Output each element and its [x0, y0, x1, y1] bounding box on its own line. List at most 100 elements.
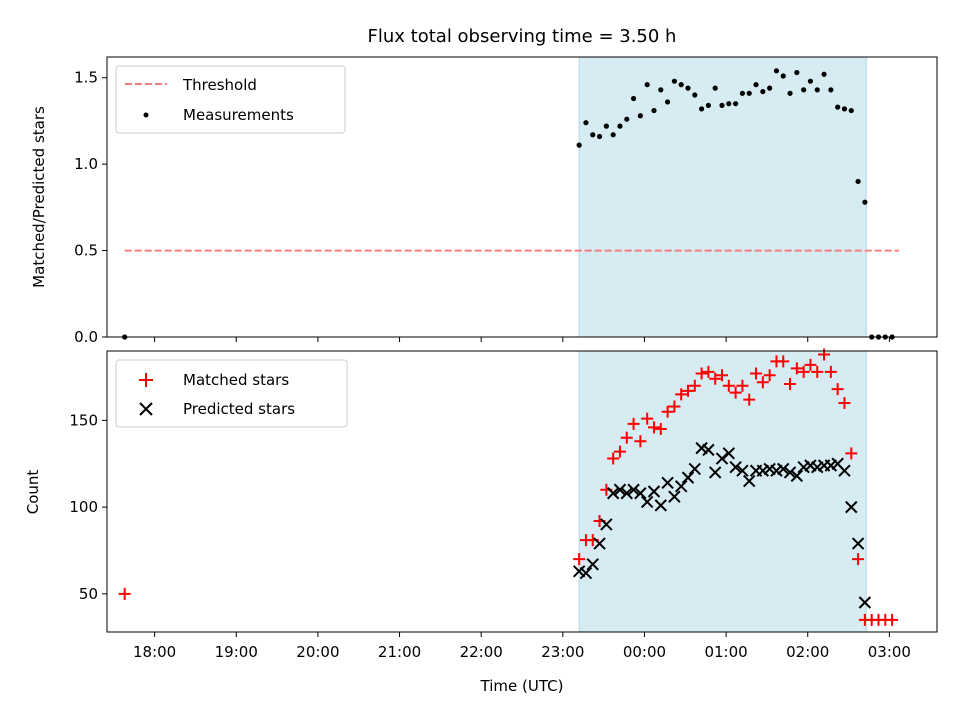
top-legend: Threshold Measurements	[115, 65, 346, 134]
predicted-star-point	[777, 462, 790, 476]
predicted-star-point	[586, 558, 599, 571]
measurement-point	[726, 101, 732, 107]
predicted-star-point	[606, 487, 620, 500]
top-ytick-label: 1.5	[74, 69, 98, 87]
matched-star-point	[716, 369, 729, 382]
predicted-star-point	[674, 480, 688, 493]
matched-star-point	[852, 553, 865, 566]
measurement-point	[624, 116, 630, 122]
matched-star-point	[831, 383, 844, 396]
legend-measurements-label: Measurements	[183, 106, 294, 124]
bottom-xtick-label: 01:00	[704, 643, 747, 661]
matched-star-point	[845, 447, 858, 460]
predicted-star-point	[838, 464, 851, 477]
measurement-point	[664, 99, 671, 105]
matched-star-point	[763, 369, 776, 382]
top-ytick-label: 0.0	[74, 328, 98, 346]
bottom-ytick-label: 50	[79, 585, 98, 603]
measurement-point	[767, 85, 773, 91]
measurement-point	[828, 87, 834, 93]
predicted-star-point	[634, 487, 647, 500]
predicted-star-point	[851, 537, 865, 550]
bottom-ytick-label: 150	[69, 411, 98, 429]
measurement-point	[841, 106, 848, 112]
bottom-yticks: 50 100 150	[69, 411, 107, 603]
top-marks	[122, 68, 899, 340]
predicted-star-point	[790, 469, 804, 483]
legend-measurements-swatch	[143, 112, 149, 118]
predicted-star-point	[688, 462, 702, 476]
legend-matched-swatch	[139, 373, 153, 387]
predicted-star-point	[579, 566, 593, 580]
bottom-marks	[118, 348, 899, 626]
measurement-point	[596, 133, 603, 140]
predicted-star-point	[783, 466, 797, 479]
matched-star-point	[647, 421, 660, 434]
bottom-xlabel: Time (UTC)	[480, 677, 564, 695]
predicted-star-point	[722, 447, 736, 460]
matched-star-point	[824, 365, 837, 378]
bottom-legend: Matched stars Predicted stars	[115, 359, 348, 428]
measurement-point	[794, 69, 800, 76]
bottom-xtick-label: 02:00	[786, 643, 829, 661]
measurement-point	[637, 113, 643, 119]
measurement-point	[780, 73, 786, 79]
predicted-star-point	[620, 487, 633, 500]
legend-threshold-label: Threshold	[182, 76, 257, 94]
matched-star-point	[688, 379, 701, 392]
bottom-legend-box	[115, 359, 348, 428]
measurement-point	[773, 68, 780, 74]
matched-star-point	[661, 405, 674, 418]
measurement-point	[685, 85, 691, 91]
measurement-point	[814, 87, 820, 93]
top-yticks: 0.0 0.5 1.0 1.5	[74, 69, 107, 346]
bottom-xtick-label: 21:00	[378, 643, 421, 661]
measurement-point	[821, 71, 827, 77]
measurement-point	[753, 82, 759, 88]
bottom-xtick-label: 18:00	[133, 643, 176, 661]
measurement-point	[671, 78, 677, 84]
matched-star-point	[573, 553, 586, 566]
matched-star-point	[641, 412, 654, 425]
measurement-point	[603, 123, 609, 129]
matched-star-point	[654, 423, 667, 436]
matched-star-point	[668, 400, 681, 413]
matched-star-point	[682, 384, 694, 397]
bottom-xtick-label: 03:00	[868, 643, 911, 661]
top-plot-frame	[106, 56, 938, 338]
measurement-point	[678, 82, 684, 88]
matched-star-point	[607, 452, 620, 465]
measurement-point	[719, 102, 725, 108]
bottom-panel: 50 100 150 18:00 19:00 20:00 21:00 22:00 23:00 0…	[24, 348, 938, 695]
measurement-point	[705, 102, 712, 108]
predicted-star-point	[715, 452, 729, 465]
predicted-star-point	[743, 474, 756, 488]
top-xticks	[154, 337, 890, 342]
matched-star-point	[811, 365, 824, 378]
predicted-star-point	[736, 464, 749, 477]
matched-star-point	[777, 355, 790, 368]
bottom-xtick-label: 23:00	[541, 643, 584, 661]
matched-star-point	[634, 435, 647, 448]
matched-star-point	[627, 417, 640, 430]
top-ytick-label: 1.0	[74, 155, 98, 173]
predicted-star-point	[647, 485, 661, 498]
bottom-xtick-label: 00:00	[623, 643, 666, 661]
bottom-ylabel: Count	[24, 470, 42, 515]
measurement-point	[658, 87, 664, 93]
matched-star-point	[695, 367, 708, 380]
predicted-star-point	[845, 500, 858, 514]
matched-star-point	[620, 431, 633, 444]
matched-star-point	[838, 397, 851, 410]
measurement-point	[760, 88, 766, 95]
measurement-point	[692, 92, 698, 98]
predicted-star-point	[654, 499, 667, 512]
measurement-point	[855, 178, 861, 185]
measurement-point	[807, 78, 814, 84]
legend-predicted-label: Predicted stars	[183, 400, 295, 418]
predicted-star-point	[627, 483, 640, 496]
measurement-point	[787, 90, 793, 96]
top-panel: 0.0 0.5 1.0 1.5 Matched/Predicted stars Thr…	[30, 56, 938, 346]
legend-matched-label: Matched stars	[183, 371, 289, 389]
measurement-point	[583, 120, 589, 126]
